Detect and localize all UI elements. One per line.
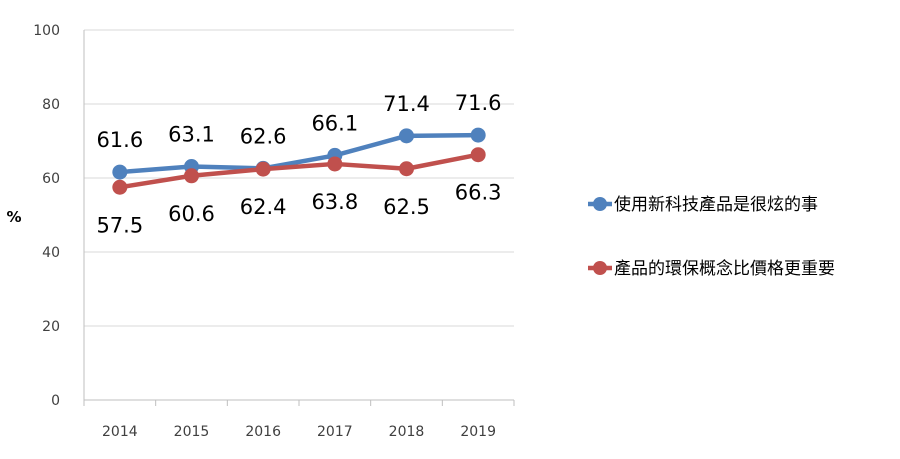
y-axis-ticks: 0 20 40 60 80 100 — [33, 23, 60, 409]
x-tick-label: 2018 — [389, 424, 425, 440]
y-tick-label: 100 — [33, 23, 60, 39]
data-label: 62.6 — [240, 124, 287, 148]
y-tick-label: 80 — [42, 97, 60, 113]
data-label: 63.8 — [311, 190, 358, 214]
x-tick-label: 2016 — [245, 424, 281, 440]
legend-marker-2 — [593, 261, 607, 275]
x-tick-label: 2014 — [102, 424, 138, 440]
x-axis-ticks: 2014 2015 2016 2017 2018 2019 — [102, 424, 496, 440]
data-point-2 — [255, 161, 271, 177]
x-tick-label: 2017 — [317, 424, 353, 440]
data-label: 71.6 — [455, 91, 502, 115]
data-point-2 — [327, 156, 343, 172]
data-label: 57.5 — [96, 213, 143, 237]
data-point-1 — [399, 128, 414, 144]
data-label: 62.4 — [240, 195, 287, 219]
legend-label-1: 使用新科技產品是很炫的事 — [614, 194, 818, 215]
legend-label-2: 產品的環保概念比價格更重要 — [614, 258, 835, 279]
series-line-1 — [117, 132, 481, 175]
data-point-2 — [470, 147, 486, 163]
x-tick-label: 2019 — [460, 424, 496, 440]
data-point-1 — [470, 127, 486, 143]
data-label: 61.6 — [96, 128, 143, 152]
data-label: 62.5 — [383, 195, 430, 219]
data-point-2 — [112, 179, 128, 195]
axes — [83, 30, 515, 406]
data-label: 71.4 — [383, 92, 430, 116]
y-tick-label: 60 — [42, 171, 60, 187]
data-point-2 — [399, 161, 414, 177]
data-label: 60.6 — [168, 202, 215, 226]
y-axis-label: % — [6, 208, 21, 226]
data-label: 66.3 — [455, 181, 502, 205]
y-tick-label: 0 — [51, 393, 60, 409]
data-label: 63.1 — [168, 123, 215, 147]
data-point-1 — [112, 164, 128, 180]
x-tick-label: 2015 — [174, 424, 210, 440]
y-tick-label: 20 — [42, 319, 60, 335]
series-group — [112, 127, 486, 195]
data-point-2 — [184, 168, 199, 184]
data-labels: 61.6 63.1 62.6 66.1 71.4 71.6 57.5 60.6 62.4 63.8… — [96, 91, 501, 237]
gridlines — [84, 29, 514, 327]
y-tick-label: 40 — [42, 245, 60, 261]
series-line-2 — [117, 152, 481, 190]
legend-marker-1 — [593, 197, 607, 211]
data-label: 66.1 — [311, 111, 358, 135]
